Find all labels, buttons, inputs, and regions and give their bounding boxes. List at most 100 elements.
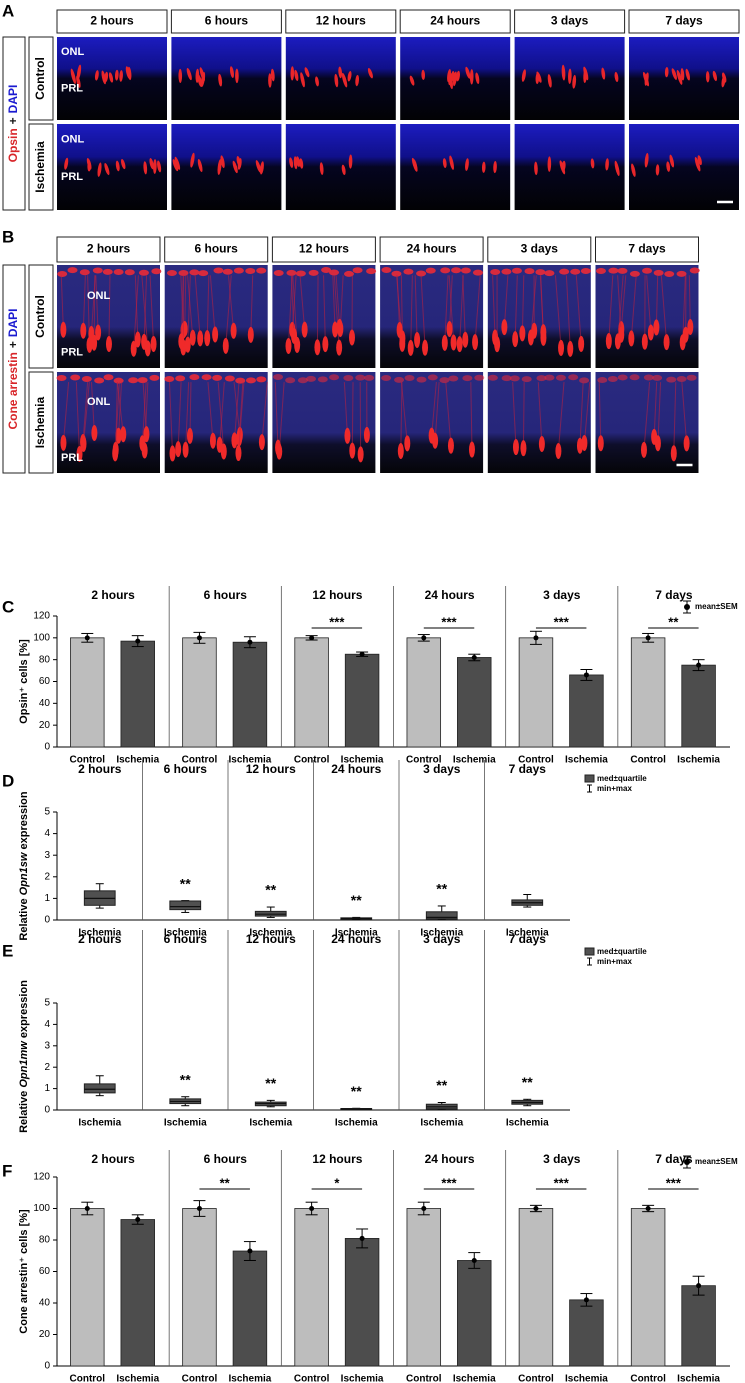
cell bbox=[256, 376, 267, 383]
x-tick-label: Ischemia bbox=[565, 755, 608, 766]
group-label: 6 hours bbox=[204, 1152, 248, 1166]
cell bbox=[605, 158, 609, 171]
process bbox=[445, 382, 452, 446]
significance: ** bbox=[180, 1071, 191, 1087]
bar bbox=[457, 1260, 492, 1367]
cell bbox=[460, 267, 471, 274]
process bbox=[583, 382, 591, 444]
cell bbox=[201, 374, 212, 381]
cell bbox=[540, 324, 547, 341]
cell bbox=[60, 321, 67, 338]
process bbox=[688, 275, 691, 327]
cell bbox=[411, 157, 418, 172]
x-tick-label: Ischemia bbox=[164, 928, 207, 939]
cell bbox=[663, 334, 670, 351]
cell bbox=[235, 68, 239, 84]
cell bbox=[276, 443, 283, 460]
x-tick-label: Ischemia bbox=[453, 1374, 496, 1383]
significance: * bbox=[334, 1175, 340, 1190]
group-label: 12 hours bbox=[246, 932, 296, 946]
cell bbox=[590, 158, 595, 169]
cell bbox=[229, 66, 234, 78]
group-label: 7 days bbox=[509, 762, 547, 776]
cell bbox=[291, 327, 298, 344]
cell bbox=[394, 376, 405, 383]
process bbox=[396, 275, 401, 330]
cell bbox=[465, 158, 469, 171]
x-tick-label: Ischemia bbox=[335, 1118, 378, 1129]
label: 3 days bbox=[551, 14, 589, 28]
cell bbox=[597, 435, 604, 452]
y-tick-label: 80 bbox=[39, 1235, 51, 1246]
cell bbox=[112, 441, 119, 458]
cell bbox=[137, 377, 148, 384]
cell bbox=[322, 336, 329, 353]
cell bbox=[352, 267, 363, 274]
cell bbox=[64, 157, 69, 170]
process bbox=[62, 382, 70, 443]
cell bbox=[348, 329, 355, 346]
label: 2 hours bbox=[90, 14, 134, 28]
cell bbox=[247, 326, 254, 343]
cell bbox=[462, 375, 473, 382]
x-tick-label: Control bbox=[294, 1374, 330, 1383]
process bbox=[187, 275, 194, 338]
cell bbox=[212, 326, 219, 343]
process bbox=[351, 382, 354, 451]
cell bbox=[174, 156, 181, 170]
micrograph bbox=[514, 37, 625, 120]
cell bbox=[685, 68, 690, 81]
cell bbox=[595, 268, 606, 275]
label-box bbox=[28, 123, 54, 211]
label-box bbox=[28, 264, 54, 369]
y-tick-label: 0 bbox=[44, 1361, 50, 1372]
process bbox=[227, 275, 235, 331]
cell bbox=[521, 376, 532, 383]
process bbox=[608, 275, 614, 342]
layer-label: PRL bbox=[61, 346, 83, 358]
process bbox=[261, 382, 268, 443]
mean-dot bbox=[135, 638, 141, 644]
cell bbox=[642, 267, 653, 274]
process bbox=[655, 275, 659, 328]
cell bbox=[273, 270, 284, 277]
process bbox=[115, 382, 118, 450]
process bbox=[75, 382, 81, 455]
cell bbox=[676, 69, 683, 85]
process bbox=[316, 275, 319, 348]
cell bbox=[91, 425, 98, 442]
cell bbox=[439, 377, 450, 384]
cell bbox=[134, 331, 141, 348]
cell bbox=[189, 329, 196, 346]
y-axis-label: Relative Opn1sw expression bbox=[18, 791, 30, 940]
mean-dot bbox=[645, 1206, 651, 1211]
layer-label: PRL bbox=[61, 452, 83, 464]
cell bbox=[175, 441, 182, 458]
cell bbox=[102, 268, 113, 275]
cell bbox=[217, 159, 222, 175]
label-box bbox=[170, 9, 282, 34]
cell bbox=[535, 269, 546, 276]
cell bbox=[213, 267, 224, 274]
label-box bbox=[514, 9, 626, 34]
cell bbox=[166, 270, 177, 277]
micrograph-bg bbox=[164, 372, 268, 473]
cell bbox=[448, 73, 454, 90]
process bbox=[187, 275, 191, 345]
cell bbox=[578, 335, 585, 352]
cell bbox=[694, 157, 701, 172]
cell bbox=[664, 66, 669, 78]
stain-part: + bbox=[6, 341, 20, 348]
process bbox=[189, 382, 192, 436]
cell bbox=[643, 374, 654, 381]
cell bbox=[218, 73, 223, 87]
cell bbox=[79, 269, 90, 276]
cell bbox=[536, 375, 547, 382]
label-box bbox=[285, 9, 397, 34]
cell bbox=[197, 158, 203, 173]
cell bbox=[92, 267, 103, 274]
cell bbox=[289, 157, 294, 168]
stain-part: DAPI bbox=[6, 308, 20, 337]
cell bbox=[534, 161, 538, 176]
process bbox=[238, 382, 244, 439]
